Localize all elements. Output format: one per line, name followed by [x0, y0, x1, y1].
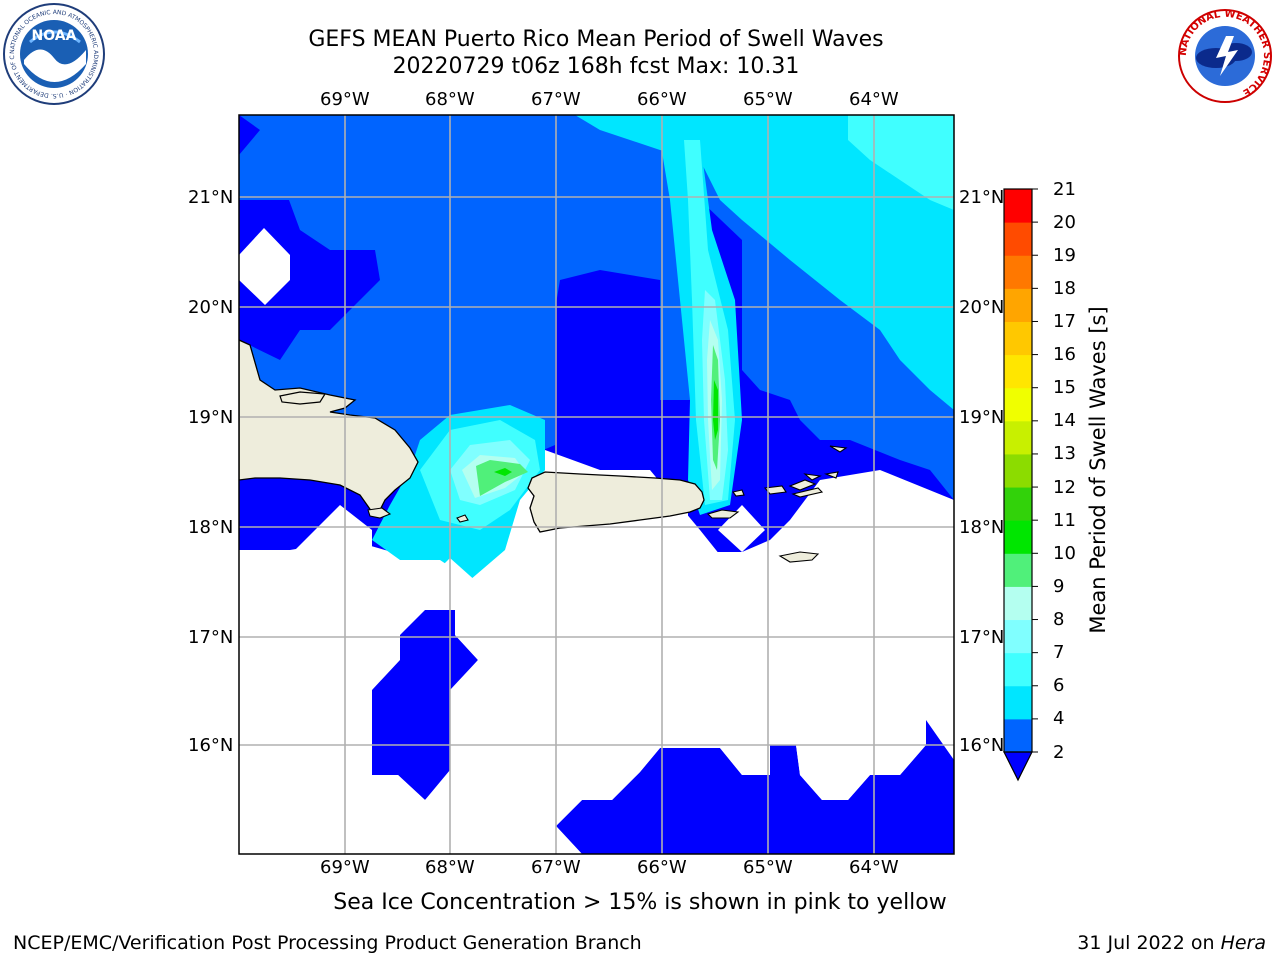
plot-frame [238, 114, 955, 855]
lat-tick-left: 17°N [188, 626, 234, 648]
colorbar-swatch [1004, 685, 1032, 720]
swell-region-4-6s [575, 115, 954, 410]
title-line-1: GEFS MEAN Puerto Rico Mean Period of Swe… [308, 27, 884, 52]
lat-tick-right: 20°N [959, 296, 1005, 318]
colorbar-frame [1003, 188, 1033, 753]
land-virgin-islands [763, 471, 839, 498]
noaa-logo-text: NOAA [32, 28, 77, 44]
colorbar-tick-label: 19 [1053, 244, 1076, 266]
colorbar-swatch [1004, 387, 1032, 422]
colorbar-swatch [1004, 553, 1032, 587]
footer-branch: NCEP/EMC/Verification Post Processing Pr… [13, 932, 642, 954]
caption: Sea Ice Concentration > 15% is shown in … [333, 890, 947, 915]
lat-tick-right: 21°N [959, 186, 1005, 208]
grid-lines [239, 115, 954, 854]
lat-tick-left: 19°N [188, 406, 234, 428]
lon-tick-bottom: 66°W [637, 856, 687, 878]
swell-region-below-2s [372, 610, 478, 800]
colorbar-tick-label: 16 [1053, 344, 1076, 366]
swell-region-10-11s [494, 468, 512, 476]
colorbar-swatch [1004, 652, 1032, 687]
colorbar-swatch [1004, 619, 1032, 654]
swell-region-9-10s [476, 460, 528, 496]
colorbar-tick-label: 21 [1053, 178, 1076, 200]
colorbar-swatch [1004, 520, 1032, 554]
colorbar-tick-label: 4 [1053, 708, 1065, 730]
lat-tick-left: 16°N [188, 734, 234, 756]
lon-tick-bottom: 68°W [425, 856, 475, 878]
colorbar-tick-label: 11 [1053, 509, 1076, 531]
colorbar-tick-label: 9 [1053, 575, 1065, 597]
land-tortuga-island [279, 391, 327, 405]
lat-tick-right: 18°N [959, 516, 1005, 538]
land-saona-island [367, 507, 392, 519]
colorbar-tick-label: 7 [1053, 642, 1065, 664]
lon-tick-bottom: 64°W [849, 856, 899, 878]
colorbar-tick-label: 12 [1053, 476, 1076, 498]
colorbar-swatch [1004, 288, 1032, 322]
colorbar-tick-label: 20 [1053, 211, 1076, 233]
plot-area [239, 115, 954, 854]
lon-tick-top: 69°W [320, 88, 370, 110]
colorbar-swatch [1004, 586, 1032, 621]
title-line-2: 20220729 t06z 168h fcst Max: 10.31 [392, 54, 800, 79]
lon-tick-bottom: 69°W [320, 856, 370, 878]
lon-tick-top: 66°W [637, 88, 687, 110]
colorbar-swatch [1004, 354, 1032, 389]
colorbar-swatch [1004, 255, 1032, 289]
footer-host: Hera [1220, 932, 1266, 954]
colorbar-swatch [1004, 222, 1032, 256]
lat-tick-right: 17°N [959, 626, 1005, 648]
colorbar-tick-label: 2 [1053, 741, 1065, 763]
colorbar-swatch [1004, 420, 1032, 455]
lat-tick-left: 21°N [188, 186, 234, 208]
colorbar-tick-label: 18 [1053, 277, 1076, 299]
colorbar-swatch [1004, 189, 1032, 223]
no-data-region [425, 558, 478, 608]
colorbar-tick-label: 13 [1053, 443, 1076, 465]
colorbar-tick-label: 17 [1053, 310, 1076, 332]
land-puerto-rico [527, 471, 705, 533]
colorbar-tick-label: 10 [1053, 542, 1076, 564]
land-anegada [829, 445, 848, 453]
lon-tick-top: 68°W [425, 88, 475, 110]
colorbar-swatch [1004, 321, 1032, 356]
lon-tick-top: 67°W [531, 88, 581, 110]
colorbar-tick-label: 8 [1053, 609, 1065, 631]
colorbar [1003, 188, 1038, 782]
noaa-logo-icon: NATIONAL OCEANIC AND ATMOSPHERIC ADMINIS… [0, 0, 105, 105]
colorbar-swatch [1004, 453, 1032, 488]
colorbar-swatch [1004, 487, 1032, 521]
colorbar-tick-label: 14 [1053, 410, 1076, 432]
nws-logo-icon: NATIONAL WEATHER SERVICE [1178, 9, 1272, 103]
no-data-region [718, 505, 765, 552]
lat-tick-left: 18°N [188, 516, 234, 538]
land-st-croix [778, 551, 820, 563]
lat-tick-left: 20°N [188, 296, 234, 318]
lon-tick-top: 64°W [849, 88, 899, 110]
colorbar-swatch [1004, 718, 1032, 753]
footer-date-text: 31 Jul 2022 on [1077, 932, 1221, 954]
footer-date: 31 Jul 2022 on Hera [1077, 932, 1266, 954]
land-vieques [706, 509, 740, 519]
land-mona-island [456, 514, 469, 523]
colorbar-extend-triangle [1003, 751, 1033, 782]
no-data-region [239, 450, 954, 854]
colorbar-tick-label: 15 [1053, 377, 1076, 399]
land-culebra [732, 489, 745, 497]
colorbar-tick-label: 6 [1053, 675, 1065, 697]
lon-tick-bottom: 67°W [531, 856, 581, 878]
swell-region-10-11s [713, 380, 718, 440]
lon-tick-bottom: 65°W [743, 856, 793, 878]
colorbar-label: Mean Period of Swell Waves [s] [1086, 306, 1110, 634]
lat-tick-right: 19°N [959, 406, 1005, 428]
land-hispaniola [239, 339, 419, 513]
lon-tick-top: 65°W [743, 88, 793, 110]
lat-tick-right: 16°N [959, 734, 1005, 756]
no-data-region [239, 228, 290, 305]
